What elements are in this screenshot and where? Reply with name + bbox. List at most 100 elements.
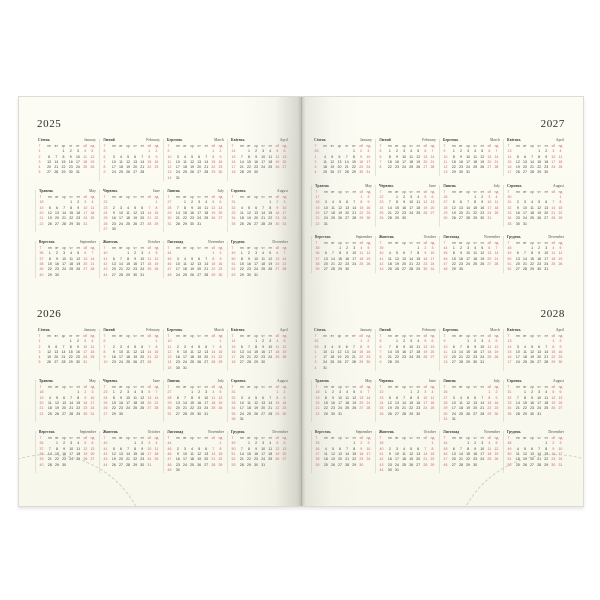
week-row: 12 9 10 11 12 13 14 15 [167,350,224,355]
day-cell: 28 [261,221,266,226]
day-cell: 30 [254,462,259,467]
day-cell: 29 [544,462,549,467]
weekday-header-вт: вт [395,144,399,149]
day-cell: 13 [197,159,202,164]
day-cell: 6 [452,344,455,349]
day-cell: 25 [147,267,152,272]
week-row: 31 28 29 30 31 [167,222,224,227]
day-cell: 13 [430,200,435,205]
day-cell: 7 [495,246,498,250]
day-cell: 31 [323,365,328,370]
week-number: 37 [315,451,320,456]
day-cell: 16 [83,400,88,405]
week-row: 13 24 25 26 27 28 29 30 [167,170,224,175]
weekday-header-вт: вт [459,385,463,390]
weekday-header-нд: нд [558,334,563,339]
day-cell: 27 [47,170,52,175]
week-number: 3 [38,159,41,164]
day-cell: 17 [430,256,435,261]
weekday-header-сб: сб [211,436,216,441]
day-cell: 11 [190,349,194,354]
week-row: 5 27 28 29 30 31 [38,170,96,175]
weekday-header-пн: пн [324,241,328,245]
day-cell: 7 [205,256,208,261]
weekday-header-сб: сб [211,246,216,251]
day-cell: 9 [360,154,363,159]
week-number: 27 [103,226,108,231]
day-cell: 29 [523,411,527,416]
day-cell: 12 [395,256,399,261]
day-cell: 2 [474,441,477,446]
week-row: 23 2 3 4 5 6 7 8 [103,206,160,211]
week-number-header: Т [103,246,106,251]
weekday-header-сб: сб [551,189,556,194]
day-cell: 23 [218,165,223,170]
day-cell: 14 [47,451,52,456]
month-header: Жовтень October [103,431,160,435]
week-number: 6 [103,154,106,159]
day-cell: 1 [531,246,534,250]
day-cell: 7 [212,446,215,451]
day-cell: 5 [467,395,470,400]
month-name-ua: Березень [443,138,459,142]
day-cell: 12 [466,400,471,405]
day-cell: 5 [559,246,562,250]
day-cell: 3 [552,149,555,154]
month-header: Травень May [315,184,372,189]
day-cell: 15 [68,349,73,354]
day-cell: 27 [197,272,202,277]
day-cell: 26 [275,457,280,462]
day-cell: 28 [430,165,435,170]
day-cell: 26 [211,216,216,221]
day-cell-empty [422,360,429,365]
day-cell: 4 [269,149,272,154]
day-cell: 24 [175,272,180,277]
day-cell: 16 [359,159,364,164]
day-cell: 2 [112,205,115,210]
day-cell: 5 [276,149,279,154]
month-name-en: October [423,430,436,435]
day-cell: 27 [423,165,428,170]
day-cell: 15 [268,210,273,215]
day-cell: 10 [197,205,202,210]
day-cell: 1 [155,339,158,344]
day-cell: 1 [545,441,548,446]
day-cell: 4 [559,149,562,154]
week-row: 14 3 4 5 6 7 8 9 [507,345,564,350]
day-cell: 26 [247,221,251,226]
weekday-header-вт: вт [119,385,123,390]
day-cell-empty [274,273,281,278]
day-cell: 20 [544,210,549,215]
day-cell: 21 [261,216,266,221]
week-row: 36 4 5 6 7 8 9 10 [315,447,372,452]
day-cell: 26 [268,267,273,272]
day-cell: 10 [544,251,549,256]
day-cell: 5 [84,441,87,446]
day-cell: 28 [211,360,216,365]
day-cell: 29 [487,411,492,416]
day-cell: 26 [330,170,335,175]
day-cell: 9 [176,451,179,456]
day-cell: 15 [416,256,421,261]
month-name-en: June [429,183,436,188]
week-number: 1 [38,339,41,344]
day-cell-empty [196,366,203,371]
day-cell-empty [493,216,500,221]
day-cell: 21 [268,406,273,411]
day-cell: 4 [417,194,420,199]
day-cell: 28 [544,360,549,365]
day-cell: 23 [402,355,407,360]
day-cell: 26 [331,462,335,467]
day-cell: 2 [112,344,115,349]
day-cell: 9 [155,154,158,159]
day-cell: 16 [218,261,223,266]
day-cell: 3 [198,200,201,205]
weekday-header-ср: ср [190,246,194,251]
day-cell: 2 [538,246,541,250]
